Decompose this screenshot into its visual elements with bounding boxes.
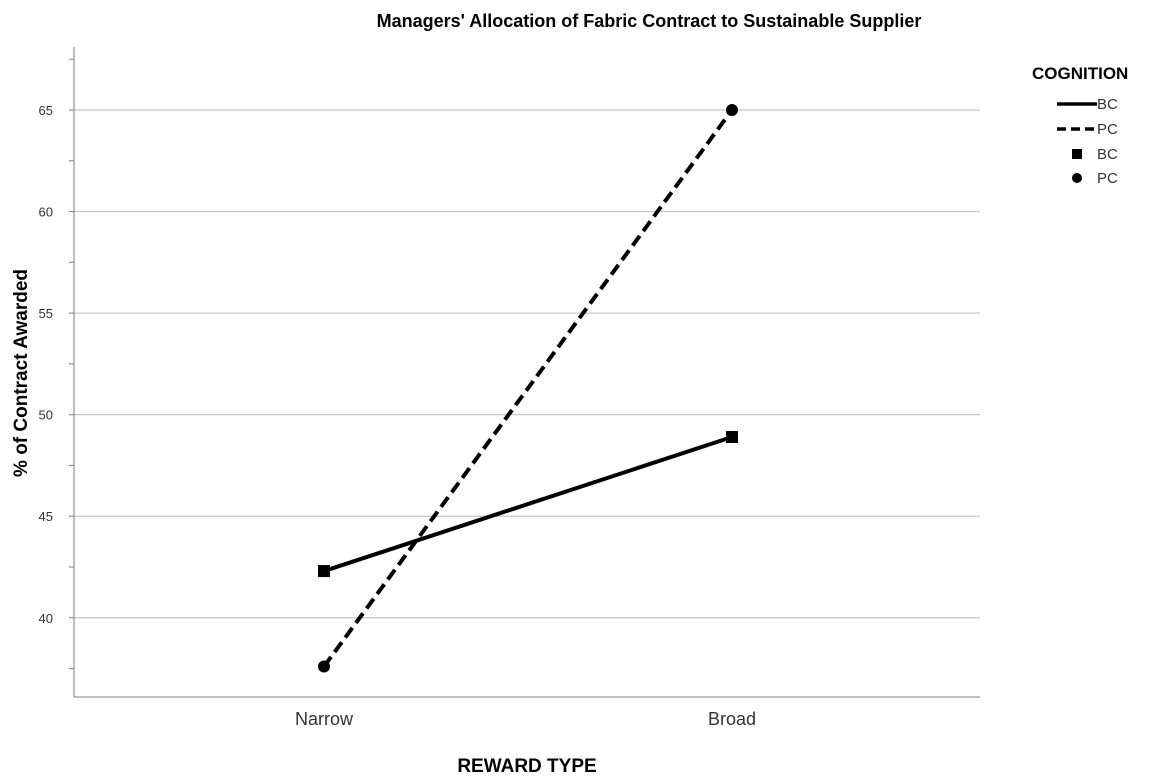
y-tick-label: 55 [39,306,53,321]
data-point-pc [318,660,330,673]
legend-label: BC [1097,96,1118,113]
y-tick-label: 50 [39,408,53,423]
data-point-bc [318,565,330,578]
data-point-bc [726,431,738,443]
x-tick-label: Broad [708,709,756,729]
series-layer [318,103,738,673]
data-point-pc [726,103,738,116]
legend-marker-square [1072,149,1082,159]
y-tick-label: 40 [39,611,53,626]
series-line-bc [323,435,733,573]
y-tick-label: 65 [39,103,53,118]
series-line-pc [322,108,734,668]
y-tick-label: 45 [39,509,53,524]
legend-marker-circle [1072,173,1082,183]
legend-label: PC [1097,170,1118,187]
grid-layer [74,109,980,619]
legend-label: PC [1097,121,1118,138]
legend-layer: BC PC BC PC [1057,96,1118,187]
axis-layer: 40 45 50 55 60 65 Narrow Broad [39,47,980,729]
legend-label: BC [1097,146,1118,163]
chart-title: Managers' Allocation of Fabric Contract … [377,11,922,31]
y-tick-label: 60 [39,205,53,220]
x-axis-label: REWARD TYPE [457,756,596,777]
y-axis-label: % of Contract Awarded [11,269,32,477]
legend-title: COGNITION [1032,64,1128,83]
x-tick-label: Narrow [295,709,354,729]
